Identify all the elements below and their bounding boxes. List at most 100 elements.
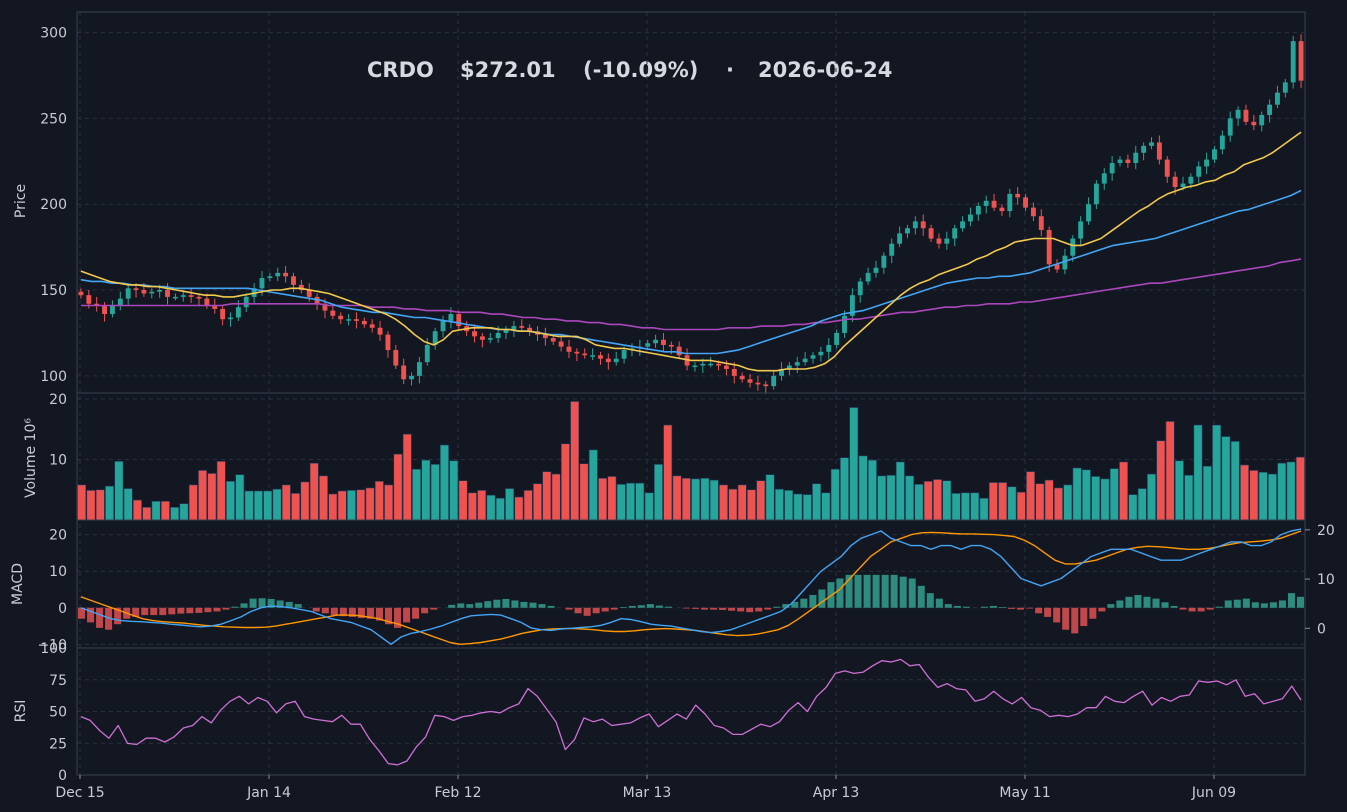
macd-histogram-bar [1008,607,1016,609]
rsi-line [80,658,1302,766]
volume-bar [570,401,580,521]
candle-body [361,320,367,325]
macd-histogram-bar [863,574,871,608]
volume-bar [188,484,198,521]
candle-body [834,332,840,345]
volume-bar [160,500,170,521]
candle-body [1275,92,1280,105]
volume-bar [1054,487,1063,521]
macd-histogram-bar [312,607,320,612]
macd-histogram-bar [186,607,194,614]
macd-histogram-bar [565,607,573,610]
candle-body [1038,216,1044,230]
candle-body [125,288,131,299]
candle-body [1164,159,1170,177]
macd-histogram-bar [1233,599,1241,608]
candle-body [566,346,572,352]
volume-bar [588,449,598,521]
candle-body [968,214,973,222]
macd-histogram-bar [430,607,438,610]
macd-histogram-bar [800,598,808,608]
macd-histogram-bar [1269,602,1277,608]
volume-tick-label: 10 [49,453,67,469]
macd-histogram-bar [692,607,700,609]
volume-bar [123,488,133,521]
macd-histogram-bar [917,585,925,608]
candle-body [731,368,737,376]
macd-histogram-bar [375,607,383,621]
candle-body [983,200,989,206]
macd-histogram-bar [583,607,591,616]
candle-body [212,305,218,309]
macd-histogram-bar [791,601,799,608]
volume-bar [635,482,645,521]
candle-body [487,338,493,340]
sma-short-line [80,131,1302,372]
candle-body [786,365,792,369]
sma-mid-line [80,189,1302,355]
volume-bar [105,485,115,521]
rsi-tick-label: 75 [49,673,67,689]
macd-histogram-bar [953,605,961,608]
macd-histogram-bar [231,606,239,608]
candle-body [511,326,517,330]
volume-bar [300,481,310,521]
candle-body [865,272,871,282]
chart-header: CRDO $272.01 (-10.09%) · 2026-06-24 [367,58,892,82]
macd-histogram-bar [1152,598,1160,608]
candle-body [330,310,336,316]
candle-body [999,207,1005,212]
macd-histogram-bar [601,607,609,612]
macd-right-tick-label: 0 [1317,621,1326,637]
candle-body [676,346,682,356]
volume-bar [505,488,515,521]
candle-body [723,365,729,369]
volume-bar [895,461,905,521]
volume-bar [337,490,347,521]
candle-body [1267,104,1273,115]
price-axis-label: Price [13,184,29,218]
volume-bar [719,484,729,521]
volume-bar [1258,471,1268,521]
macd-histogram-bar [890,574,898,608]
volume-bar [263,490,273,521]
macd-histogram-bar [448,604,456,608]
volume-bar [430,464,440,521]
volume-bar [1072,467,1082,521]
macd-histogram-bar [114,607,122,625]
macd-histogram-bar [737,607,745,612]
volume-bar [179,503,189,521]
volume-bar [514,496,524,521]
candle-body [385,334,391,351]
macd-histogram-bar [457,603,465,608]
volume-bar [653,464,663,521]
candle-body [440,320,446,332]
macd-histogram-bar [1089,607,1097,619]
volume-bar [1091,476,1101,521]
volume-bar [626,482,635,521]
macd-histogram-bar [177,607,185,614]
macd-histogram-bar [1179,607,1187,610]
macd-histogram-bar [258,598,266,608]
macd-histogram-bar [1062,607,1070,630]
candle-body [228,317,233,320]
volume-bar [486,494,496,521]
candle-body [479,336,485,340]
macd-histogram-bar [132,607,140,617]
volume-bar [914,484,924,521]
candle-body [794,362,800,366]
candle-body [165,290,170,297]
macd-histogram-bar [574,607,582,614]
candle-body [1086,204,1091,222]
volume-bar [551,473,561,521]
macd-histogram-bar [818,589,826,608]
candle-body [432,331,438,345]
candle-body [842,315,847,333]
volume-bar [979,497,989,521]
volume-bar [449,460,459,521]
macd-histogram-bar [511,600,519,608]
macd-histogram-bar [484,601,492,608]
candle-body [558,341,564,347]
candle-body [1251,121,1257,126]
candle-body [291,276,296,285]
